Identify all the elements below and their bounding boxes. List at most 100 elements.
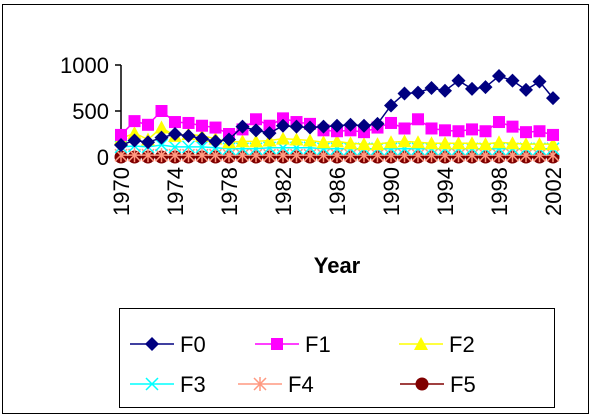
- data-point-F2: [127, 126, 142, 140]
- data-point-F2: [424, 136, 439, 150]
- data-point-F0: [235, 119, 250, 134]
- data-point-F1: [493, 116, 505, 129]
- legend-item-F4: F4: [238, 372, 314, 397]
- data-point-F4: [465, 148, 479, 163]
- data-point-F2: [411, 135, 425, 149]
- x-tick-label: 1998: [487, 167, 512, 216]
- data-point-F2: [451, 136, 466, 150]
- line-chart: 0 500 1000 1970 1974 1978 1982 1986 1990 1994 199…: [60, 53, 566, 278]
- data-point-F1: [277, 112, 289, 125]
- data-point-F0: [330, 118, 344, 133]
- data-point-F1: [196, 119, 208, 132]
- data-point-F2: [249, 134, 263, 148]
- data-point-F4: [384, 148, 398, 163]
- data-point-F0: [465, 81, 479, 96]
- data-point-F2: [478, 137, 493, 151]
- data-point-F4: [424, 148, 439, 163]
- data-point-F0: [114, 138, 128, 153]
- legend-marker-F4: [253, 377, 267, 391]
- data-point-F1: [142, 118, 154, 131]
- data-point-F2: [492, 135, 506, 149]
- data-point-F1: [533, 125, 546, 138]
- x-tick-label: 1990: [379, 167, 404, 216]
- legend-label-F5: F5: [450, 372, 476, 397]
- data-point-F0: [303, 120, 317, 135]
- data-point-F0: [546, 91, 560, 106]
- data-point-F4: [546, 148, 560, 163]
- legend-label-F0: F0: [180, 332, 206, 357]
- legend-label-F2: F2: [449, 332, 475, 357]
- data-point-F3: [168, 140, 182, 154]
- data-point-F0: [424, 81, 439, 95]
- legend-label-F4: F4: [288, 372, 314, 397]
- data-point-F0: [168, 127, 182, 141]
- data-point-F2: [438, 136, 452, 150]
- data-point-F1: [182, 116, 195, 129]
- data-point-F1: [466, 123, 478, 136]
- data-point-F4: [411, 148, 425, 163]
- x-axis-title: Year: [314, 253, 361, 278]
- data-point-F4: [330, 148, 344, 163]
- data-point-F1: [425, 122, 438, 135]
- data-point-F0: [343, 117, 358, 132]
- data-point-F0: [370, 116, 385, 131]
- legend-item-F2: F2: [399, 332, 475, 357]
- y-axis: 0 500 1000: [60, 53, 122, 170]
- x-tick-label: 1986: [325, 167, 350, 216]
- legend-item-F3: F3: [130, 372, 206, 397]
- data-point-F1: [385, 116, 397, 129]
- data-point-F4: [235, 148, 250, 163]
- x-tick-label: 1982: [271, 167, 296, 216]
- data-point-F2: [357, 137, 371, 151]
- x-axis: 1970 1974 1978 1982 1986 1990 1994 1998 2002: [109, 156, 566, 216]
- data-point-F0: [397, 86, 412, 101]
- chart-frame: 0 500 1000 1970 1974 1978 1982 1986 1990 1994 199…: [2, 4, 589, 414]
- data-point-F1: [128, 115, 141, 128]
- data-point-F1: [479, 125, 492, 138]
- data-point-F4: [478, 148, 493, 163]
- legend-marker-F2: [414, 337, 428, 350]
- data-point-F1: [155, 105, 168, 117]
- data-point-F0: [154, 130, 169, 145]
- data-point-F0: [195, 131, 209, 146]
- data-point-F1: [263, 119, 276, 132]
- data-point-F0: [127, 133, 142, 148]
- data-point-F1: [209, 121, 222, 134]
- x-tick-label: 1994: [433, 167, 458, 216]
- data-point-F2: [289, 132, 304, 146]
- data-point-F2: [397, 134, 412, 148]
- data-point-F4: [505, 148, 520, 163]
- data-point-F0: [276, 118, 290, 133]
- data-point-F4: [316, 148, 331, 163]
- data-point-F2: [343, 136, 358, 150]
- data-point-F0: [451, 73, 466, 88]
- legend-label-F1: F1: [305, 332, 331, 357]
- data-point-F0: [357, 118, 371, 133]
- data-point-F1: [547, 128, 559, 141]
- plot-area: [114, 69, 560, 164]
- x-tick-label: 2002: [541, 167, 566, 216]
- data-point-F0: [438, 83, 452, 98]
- data-point-F0: [532, 74, 547, 89]
- data-point-F2: [519, 137, 533, 151]
- legend-marker-F3: [145, 377, 159, 391]
- data-point-F2: [370, 137, 385, 151]
- legend-marker-F1: [271, 338, 283, 350]
- data-point-F0: [519, 82, 533, 97]
- data-point-F1: [452, 125, 465, 138]
- data-point-F4: [532, 148, 547, 163]
- data-point-F0: [492, 69, 506, 84]
- data-point-F4: [249, 148, 263, 163]
- data-point-F2: [384, 135, 398, 149]
- data-point-F0: [316, 119, 331, 134]
- legend-marker-F5: [415, 377, 429, 391]
- data-point-F4: [397, 148, 412, 163]
- data-point-F4: [222, 148, 236, 163]
- data-point-F0: [208, 134, 223, 149]
- data-point-F1: [250, 113, 262, 126]
- data-point-F0: [141, 135, 155, 150]
- data-point-F0: [181, 128, 196, 143]
- data-point-F0: [222, 132, 236, 147]
- data-point-F2: [330, 134, 344, 148]
- data-point-F1: [169, 116, 181, 129]
